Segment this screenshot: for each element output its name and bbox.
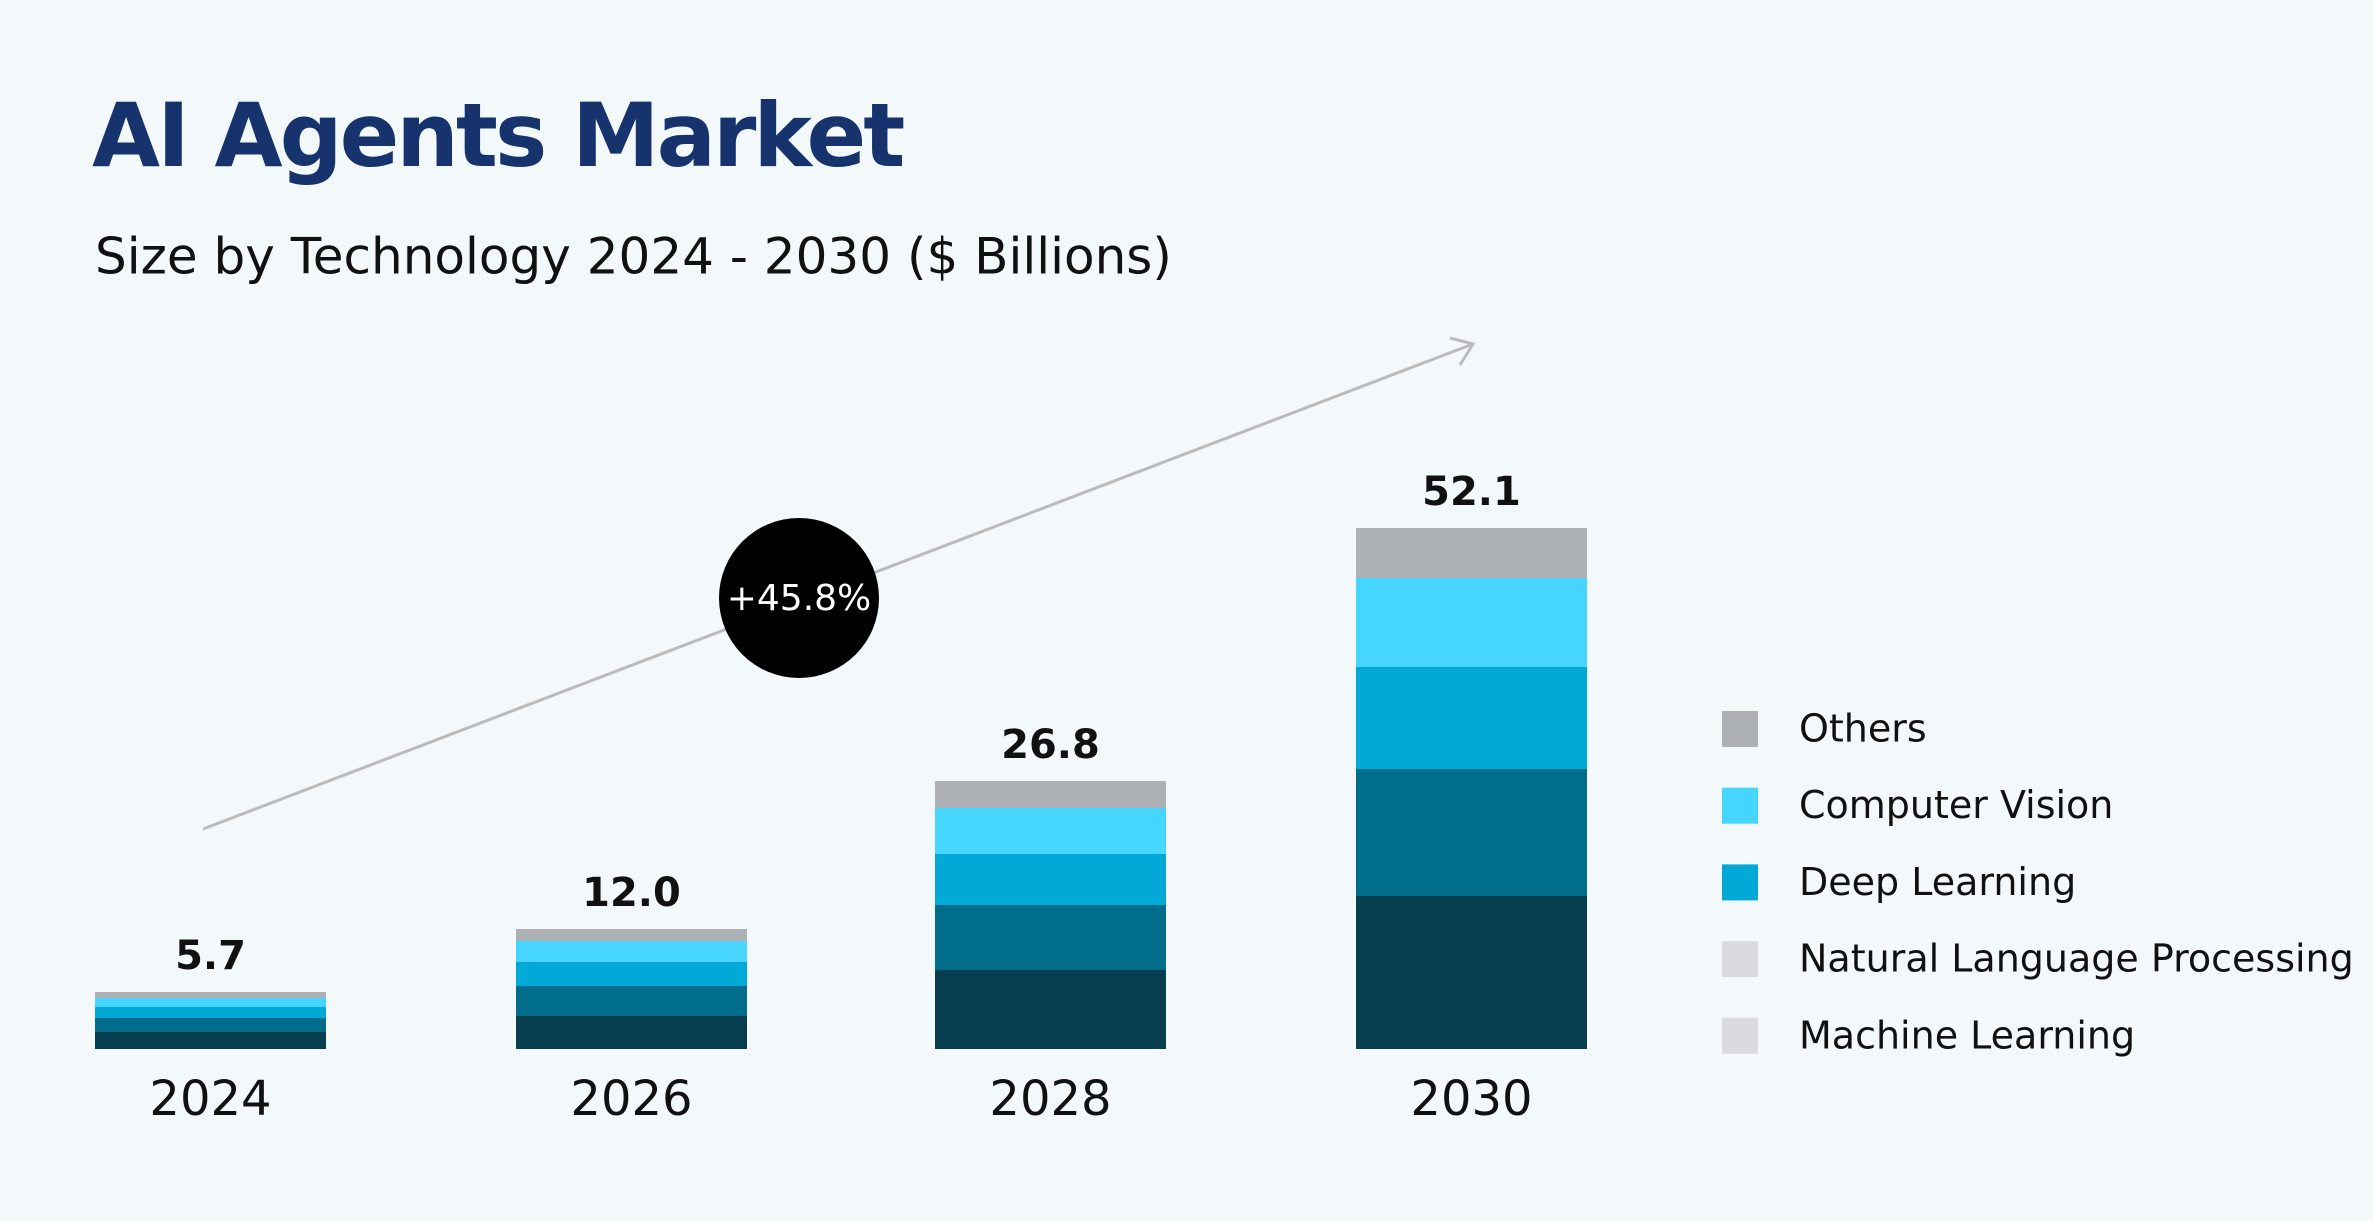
legend-swatch <box>1722 787 1758 824</box>
bar-segment <box>935 970 1166 1049</box>
bar-segment <box>516 962 747 986</box>
bar-segment <box>935 854 1166 905</box>
legend-label: Others <box>1799 707 1927 751</box>
bar-segment <box>516 1016 747 1049</box>
chart-subtitle: Size by Technology 2024 - 2030 ($ Billio… <box>95 228 1172 286</box>
legend-label: Natural Language Processing <box>1799 937 2354 981</box>
legend-swatch <box>1722 864 1758 901</box>
arrow-head <box>1449 336 1476 366</box>
bar-segment <box>1356 528 1587 578</box>
bar-segment <box>95 1007 326 1018</box>
chart-title: AI Agents Market <box>92 84 904 187</box>
bar-segment <box>95 998 326 1007</box>
bar-segment <box>95 1018 326 1032</box>
bar-segment <box>935 781 1166 808</box>
legend-swatch <box>1722 1017 1758 1054</box>
cagr-badge <box>719 518 879 678</box>
bar-segment <box>95 1032 326 1049</box>
bar-segment <box>95 992 326 998</box>
legend-swatch <box>1722 941 1758 978</box>
legend-label: Deep Learning <box>1799 860 2076 904</box>
bar-segment <box>1356 667 1587 769</box>
total-label: 26.8 <box>1001 722 1100 768</box>
bar-segment <box>1356 578 1587 667</box>
bar-segment <box>1356 769 1587 896</box>
total-label: 12.0 <box>582 870 681 916</box>
bar-segment <box>516 941 747 962</box>
x-tick-label: 2028 <box>989 1071 1111 1127</box>
legend-swatch <box>1722 711 1758 747</box>
bar-segment <box>516 986 747 1016</box>
bar-segment <box>935 808 1166 854</box>
x-tick-label: 2030 <box>1410 1071 1532 1127</box>
x-tick-label: 2026 <box>570 1071 692 1127</box>
cagr-label: +45.8% <box>727 578 872 619</box>
legend-label: Computer Vision <box>1799 783 2113 827</box>
bar-segment <box>516 929 747 941</box>
bar-segment <box>935 905 1166 970</box>
legend-label: Machine Learning <box>1799 1013 2135 1057</box>
total-label: 5.7 <box>175 933 246 979</box>
x-tick-label: 2024 <box>149 1071 271 1127</box>
total-label: 52.1 <box>1422 469 1521 515</box>
bar-segment <box>1356 896 1587 1049</box>
